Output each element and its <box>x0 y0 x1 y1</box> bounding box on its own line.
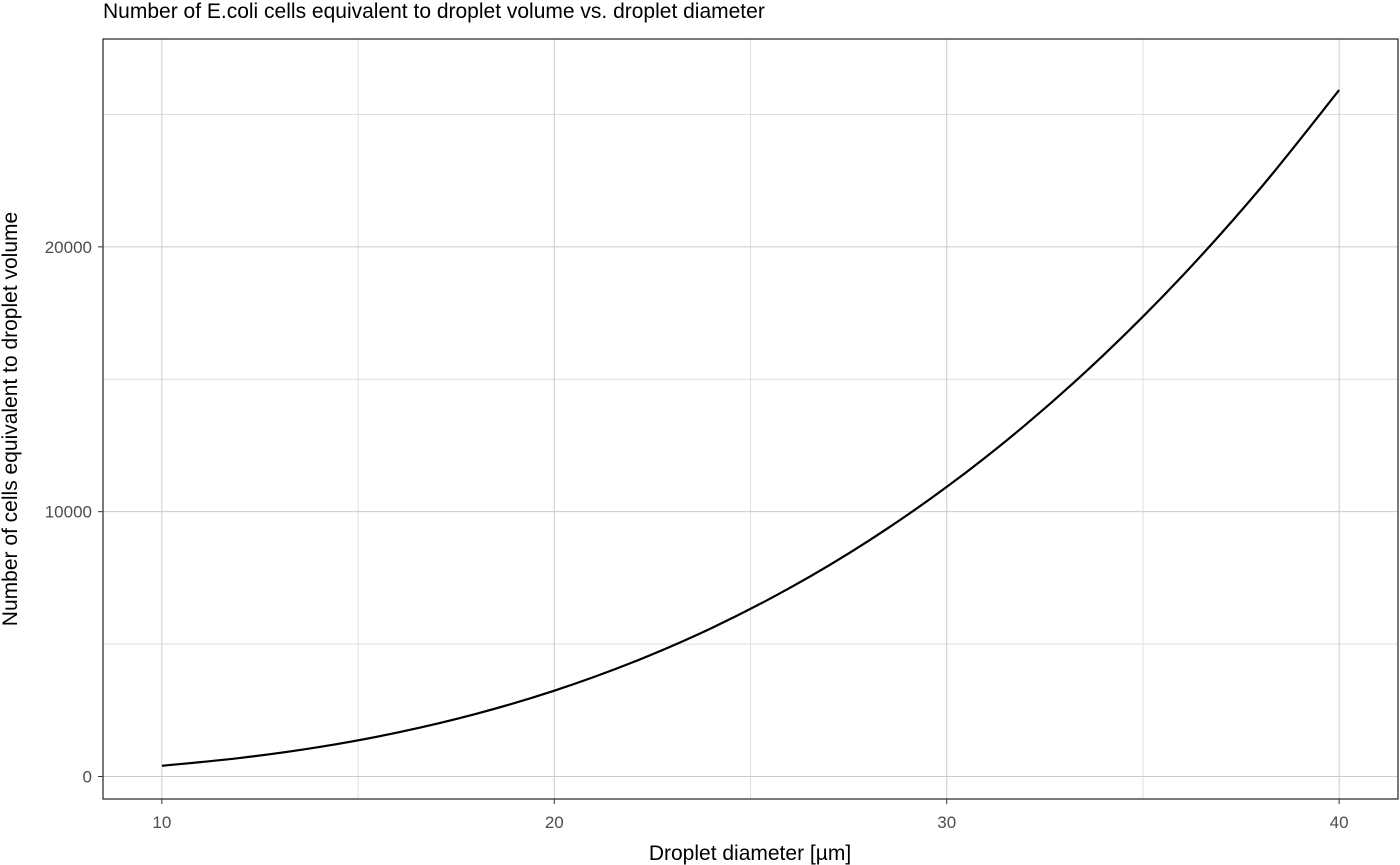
x-tick-label: 10 <box>152 813 171 832</box>
plot-panel-border <box>102 38 1399 800</box>
y-axis-title: Number of cells equivalent to droplet vo… <box>0 212 22 626</box>
x-tick-label: 40 <box>1330 813 1349 832</box>
y-tick-label: 10000 <box>45 503 92 522</box>
y-tick-label: 0 <box>83 767 92 786</box>
data-line <box>161 89 1340 767</box>
x-axis-title: Droplet diameter [µm] <box>649 842 851 865</box>
x-tick-label: 30 <box>937 813 956 832</box>
x-tick-label: 20 <box>545 813 564 832</box>
axis-ticks: 10 20 30 40 0 10000 20000 <box>45 238 1349 832</box>
y-tick-label: 20000 <box>45 238 92 257</box>
chart-title: Number of E.coli cells equivalent to dro… <box>103 0 765 23</box>
grid <box>103 39 1398 799</box>
